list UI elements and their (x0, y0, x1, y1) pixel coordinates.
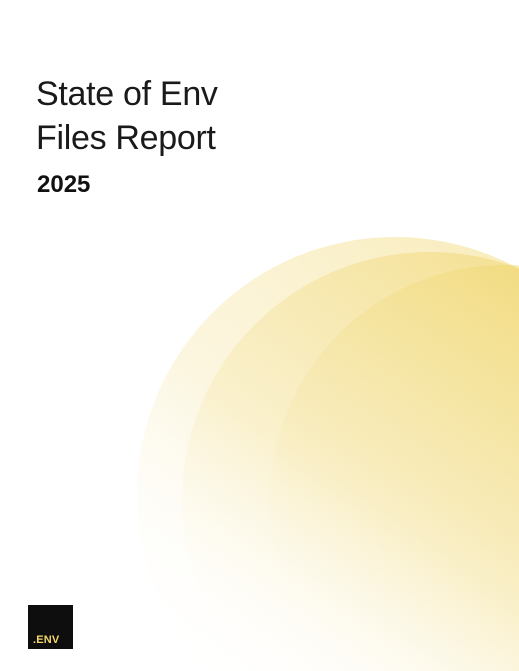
gradient-circle-inner (270, 265, 519, 671)
env-logo: .ENV (28, 605, 73, 649)
report-title: State of Env Files Report (36, 72, 218, 160)
report-title-line-1: State of Env (36, 75, 218, 113)
env-logo-text: .ENV (33, 634, 60, 646)
report-year: 2025 (37, 171, 91, 198)
report-title-line-2: Files Report (36, 119, 216, 157)
